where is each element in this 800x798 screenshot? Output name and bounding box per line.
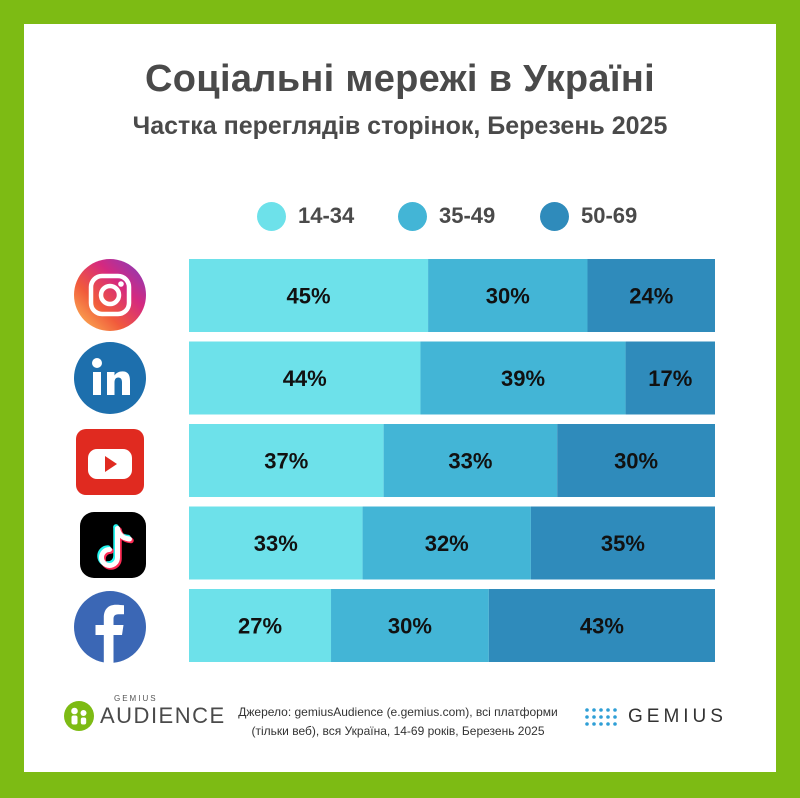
bar-segment-row4-35-49	[362, 506, 531, 580]
bar-segment-row2-35-49	[420, 341, 626, 415]
bar-segment-row5-35-49	[331, 589, 489, 662]
legend-swatch	[257, 201, 286, 231]
tiktok-icon	[74, 508, 146, 580]
data-label-row2-35-49: 39%	[501, 366, 545, 391]
youtube-icon	[74, 425, 146, 497]
data-label-row2-14-34: 44%	[283, 366, 327, 391]
bar-segment-row4-50-69	[530, 506, 715, 580]
bar-segment-row4-14-34	[189, 506, 363, 580]
bar-segment-row3-35-49	[383, 424, 558, 497]
gemius-logo: GEMIUS	[584, 706, 727, 728]
legend-item-50-69: 50-69	[540, 201, 637, 231]
legend-item-14-34: 14-34	[257, 201, 354, 231]
chart-title: Соціальні мережі в Україні	[145, 58, 655, 100]
bar-segment-row2-14-34	[189, 341, 421, 415]
audience-logo-small-text: GEMIUS	[114, 694, 158, 703]
data-label-row2-50-69: 17%	[648, 366, 692, 391]
data-label-row1-14-34: 45%	[287, 284, 331, 309]
legend-label: 50-69	[581, 203, 638, 228]
source-line-1: Джерело: gemiusAudience (e.gemius.com), …	[238, 705, 558, 719]
gemius-dots-icon	[585, 708, 617, 726]
data-label-row3-50-69: 30%	[614, 449, 658, 474]
bar-segment-row5-14-34	[189, 589, 332, 662]
audience-logo-icon	[64, 701, 94, 731]
data-label-row3-14-34: 37%	[264, 449, 308, 474]
instagram-icon	[74, 259, 146, 331]
bar-segment-row1-50-69	[587, 259, 715, 332]
data-label-row5-35-49: 30%	[388, 614, 432, 639]
chart-subtitle: Частка переглядів сторінок, Березень 202…	[132, 112, 668, 140]
bar-segment-row1-35-49	[428, 259, 588, 332]
legend-label: 14-34	[298, 203, 355, 228]
facebook-icon	[74, 591, 146, 663]
bar-segment-row2-50-69	[625, 341, 715, 415]
source-note: Джерело: gemiusAudience (e.gemius.com), …	[228, 703, 568, 741]
bar-segment-row1-14-34	[189, 259, 429, 332]
data-label-row4-14-34: 33%	[254, 531, 298, 556]
bar-segment-row3-50-69	[557, 424, 715, 497]
source-line-2: (тільки веб), вся Україна, 14-69 років, …	[251, 724, 545, 738]
linkedin-icon	[74, 342, 146, 414]
data-label-row4-35-49: 32%	[425, 531, 469, 556]
gemius-logo-word: GEMIUS	[628, 706, 727, 727]
gemius-audience-logo: GEMIUS AUDIENCE	[64, 694, 226, 731]
bar-segment-row5-50-69	[488, 589, 715, 662]
legend-item-35-49: 35-49	[398, 201, 495, 231]
bar-segment-row3-14-34	[189, 424, 384, 497]
data-label-row5-50-69: 43%	[580, 614, 624, 639]
legend-swatch	[398, 201, 427, 231]
audience-logo-word: AUDIENCE	[100, 703, 226, 728]
data-label-row1-50-69: 24%	[629, 284, 673, 309]
data-label-row5-14-34: 27%	[238, 614, 282, 639]
legend-label: 35-49	[439, 203, 496, 228]
data-label-row4-50-69: 35%	[601, 531, 645, 556]
data-label-row3-35-49: 33%	[448, 449, 492, 474]
data-label-row1-35-49: 30%	[486, 284, 530, 309]
legend-swatch	[540, 201, 569, 231]
